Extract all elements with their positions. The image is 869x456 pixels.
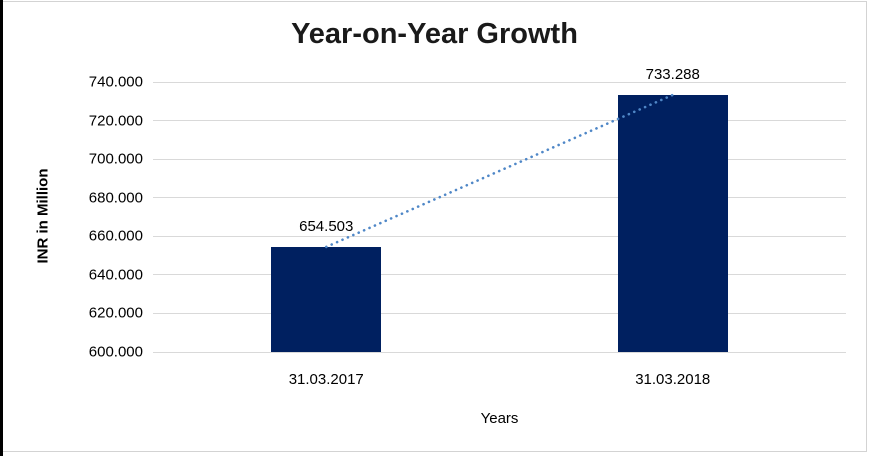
gridline (153, 235, 846, 237)
gridline (153, 158, 846, 160)
x-axis-title: Years (480, 410, 519, 427)
gridline (153, 81, 846, 83)
bar-31.03.2018 (617, 94, 728, 352)
y-tick-label: 680.000 (88, 189, 143, 207)
gridline (153, 120, 846, 122)
y-tick-label: 700.000 (88, 150, 143, 168)
y-axis-title: INR in Million (34, 168, 52, 264)
bar-31.03.2017 (271, 246, 382, 352)
y-tick-label: 640.000 (88, 266, 143, 284)
y-tick-label: 600.000 (88, 343, 143, 361)
y-tick-label: 740.000 (88, 73, 143, 91)
category-label: 31.03.2017 (288, 371, 364, 388)
y-tick-label: 720.000 (88, 112, 143, 130)
chart-title: Year-on-Year Growth (291, 18, 578, 50)
category-label: 31.03.2018 (635, 371, 711, 388)
gridline (153, 351, 846, 353)
trendline-layer (324, 93, 675, 249)
trendline (324, 93, 675, 249)
gridline (153, 197, 846, 199)
left-edge-strip (0, 0, 3, 456)
gridline (153, 274, 846, 276)
y-tick-label: 660.000 (88, 227, 143, 245)
plot-area: 600.000 620.000 640.000 660.000 680.000 700.0… (89, 66, 846, 388)
data-label: 654.503 (299, 217, 354, 235)
data-label: 733.288 (645, 65, 700, 83)
y-tick-label: 620.000 (88, 304, 143, 322)
gridline (153, 312, 846, 314)
